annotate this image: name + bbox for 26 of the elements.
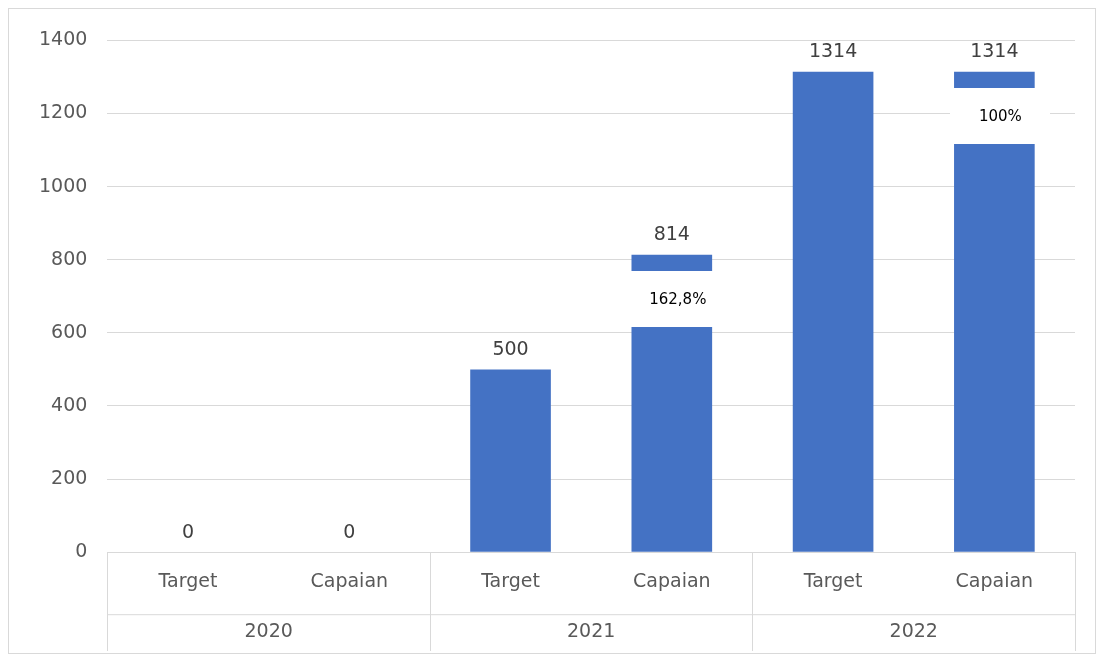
bar — [470, 369, 551, 552]
data-label: 814 — [653, 222, 690, 245]
x-tick-label: Target — [802, 568, 863, 591]
x-tick-label: Capaian — [633, 568, 711, 591]
x-tick-label: Target — [480, 568, 540, 591]
data-label: 0 — [181, 519, 195, 542]
bar — [792, 71, 874, 552]
y-tick-label: 800 — [51, 246, 88, 269]
y-tick-label: 600 — [51, 319, 88, 342]
y-tick-label: 200 — [51, 466, 88, 489]
x-tick-label: Capaian — [955, 568, 1034, 591]
text: 2020 — [244, 619, 293, 642]
y-tick-label: 1400 — [38, 27, 88, 50]
text: 2021 — [567, 619, 616, 642]
data-label: 1314 — [970, 39, 1019, 62]
text: 2022 — [889, 619, 938, 642]
data-label: 500 — [492, 336, 529, 359]
data-label: 0 — [343, 519, 356, 542]
y-tick-label: 1000 — [38, 173, 88, 196]
y-tick-label: 0 — [75, 539, 88, 562]
data-label: 1314 — [808, 39, 858, 62]
y-tick-label: 1200 — [38, 100, 88, 123]
label-box: 100% — [950, 87, 1051, 144]
x-tick-label: Target — [157, 568, 218, 591]
x-tick-label: Capaian — [310, 568, 389, 591]
y-tick-label: 400 — [51, 392, 88, 415]
